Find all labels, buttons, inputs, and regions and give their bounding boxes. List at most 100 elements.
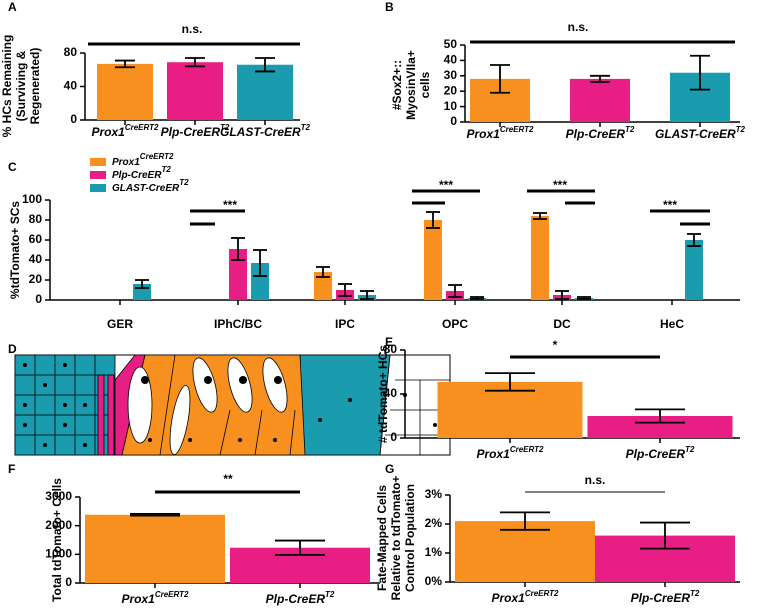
y-axis-label-line: #Sox2+:: (390, 60, 404, 110)
bar (167, 62, 223, 120)
legend-swatch (90, 158, 106, 166)
panel-label: C (8, 160, 17, 174)
error-bar (253, 249, 267, 277)
error-bar (687, 233, 701, 247)
error-bar (635, 408, 685, 424)
significance-label: *** (223, 198, 237, 212)
hair-cell (227, 357, 253, 413)
x-tick-label-base: GLAST-CreER (655, 127, 736, 141)
bar (97, 63, 153, 120)
pink-cell (107, 374, 115, 456)
x-tick-label: Prox1CreERT2 (466, 125, 534, 141)
x-tick-label: GER (107, 317, 133, 331)
x-tick-label-base: Prox1 (121, 592, 155, 606)
error-bar (533, 212, 547, 220)
x-tick-label: Plp-CreERT2 (566, 125, 635, 141)
x-tick-label-base: Prox1 (91, 125, 125, 139)
y-tick-label: 20 (444, 83, 458, 97)
significance-label: *** (439, 178, 453, 192)
significance-label: *** (663, 198, 677, 212)
y-axis-label: % HCs Remaining(Surviving &Regenerated) (0, 35, 42, 138)
x-tick-label-sup: T2 (736, 125, 746, 134)
x-tick-label: IPhC/BC (214, 317, 262, 331)
y-axis-label-line: Fate-Mapped Cells (375, 485, 389, 591)
error-bar (690, 54, 710, 91)
y-tick-label: 0 (70, 112, 77, 126)
bar (570, 78, 630, 122)
error-bar (640, 521, 690, 550)
error-bar (360, 290, 374, 300)
error-bar (485, 372, 535, 392)
panel-label: B (385, 0, 394, 14)
cochlea-diagram (14, 354, 451, 456)
error-bar (130, 513, 180, 517)
y-axis-label: %tdTomato+ SCs (8, 201, 22, 299)
y-tick-label: 40 (444, 53, 458, 67)
y-axis-label-line: Total tdTomato+ Cells (50, 478, 64, 602)
x-tick-label-sup: CreERT2 (500, 125, 534, 134)
bar (314, 272, 332, 300)
significance-label: n.s. (182, 22, 203, 36)
x-tick-label-base: Plp-CreER (631, 591, 691, 605)
hair-cell (127, 366, 153, 444)
x-tick-label-sup: CreERT2 (510, 445, 544, 454)
x-tick-label-base: Plp-CreER (626, 447, 686, 461)
outer-cells (379, 354, 450, 456)
y-tick-label: 40 (29, 252, 43, 266)
pink-cell (97, 374, 105, 456)
error-bar (590, 74, 610, 83)
bar (229, 249, 247, 300)
y-axis-label-line: cells (418, 71, 432, 98)
x-tick-label: Prox1CreERT2 (121, 590, 189, 606)
y-tick-label: 40 (64, 79, 78, 93)
bar (587, 416, 733, 438)
x-tick-label-base: GLAST-CreER (220, 125, 301, 139)
legend-label: Prox1CreERT2 (112, 152, 174, 168)
y-axis-label-line: MyosinVIIa+ (404, 50, 418, 120)
legend-label-base: Plp-CreER (112, 170, 162, 181)
y-tick-label: 0% (425, 574, 443, 588)
panel-label: E (385, 335, 393, 349)
y-tick-label: 2000 (45, 518, 72, 532)
legend-label-sup: CreERT2 (140, 152, 174, 161)
legend-swatch (90, 184, 106, 192)
x-tick-label: DC (553, 317, 571, 331)
y-tick-label: 0 (390, 430, 397, 444)
x-tick-label: Plp-CreERT2 (626, 445, 695, 461)
y-tick-label: 1000 (45, 547, 72, 561)
x-tick-label: GLAST-CreERT2 (655, 125, 746, 141)
x-tick-label-sup: T2 (685, 445, 695, 454)
bar (455, 521, 595, 582)
legend-label-base: Prox1 (112, 157, 140, 168)
error-bar (275, 539, 325, 556)
panel-label: F (8, 462, 15, 476)
bar (237, 64, 293, 120)
x-tick-label-sup: T2 (301, 123, 311, 132)
x-tick-label: OPC (442, 317, 468, 331)
x-tick-label: Plp-CreERT2 (631, 589, 700, 605)
bar (251, 263, 269, 300)
y-tick-label: 80 (64, 45, 78, 59)
bar (685, 240, 703, 300)
y-tick-label: 0 (450, 114, 457, 128)
error-bar (500, 511, 550, 531)
x-tick-label: Plp-CreERT2 (161, 123, 230, 139)
y-tick-label: 80 (29, 212, 43, 226)
legend-label-base: GLAST-CreER (112, 183, 180, 194)
legend-label: Plp-CreERT2 (112, 165, 171, 181)
y-tick-label: 30 (444, 68, 458, 82)
legend-label-sup: T2 (179, 178, 189, 187)
nuclei (23, 363, 437, 447)
x-tick-label: HeC (660, 317, 684, 331)
x-tick-label-sup: CreERT2 (525, 589, 559, 598)
y-axis-label-line: # tdTomato+ HCs (376, 345, 390, 443)
cell-grid (15, 355, 112, 455)
x-tick-label-sup: T2 (325, 590, 335, 599)
y-axis-label: Total tdTomato+ Cells (50, 478, 64, 602)
legend-label: GLAST-CreERT2 (112, 178, 189, 194)
hair-cell (262, 357, 288, 413)
bar (85, 514, 225, 583)
error-bar (115, 59, 135, 69)
hair-cell (192, 357, 218, 413)
